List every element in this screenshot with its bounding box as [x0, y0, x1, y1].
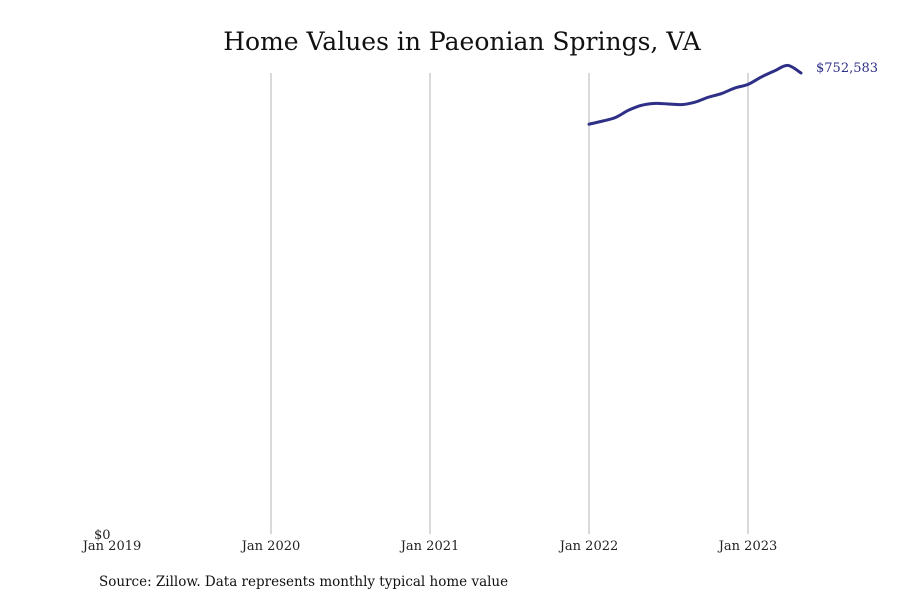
source-note: Source: Zillow. Data represents monthly …	[99, 574, 508, 590]
chart-title: Home Values in Paeonian Springs, VA	[223, 27, 701, 56]
x-tick-label: Jan 2023	[717, 539, 778, 554]
series-layer	[587, 63, 803, 126]
x-tick-label: Jan 2022	[558, 539, 619, 554]
y-axis-ticks: $0	[94, 528, 111, 543]
gridlines	[270, 73, 749, 534]
x-axis-ticks: Jan 2019 Jan 2020 Jan 2021 Jan 2022 Jan 2023	[81, 539, 778, 554]
series-line	[587, 63, 803, 126]
x-tick-label: Jan 2019	[81, 539, 142, 554]
x-tick-label: Jan 2020	[240, 539, 301, 554]
end-value-label: $752,583	[816, 61, 878, 76]
y-tick-label: $0	[94, 528, 111, 543]
x-tick-label: Jan 2021	[399, 539, 460, 554]
